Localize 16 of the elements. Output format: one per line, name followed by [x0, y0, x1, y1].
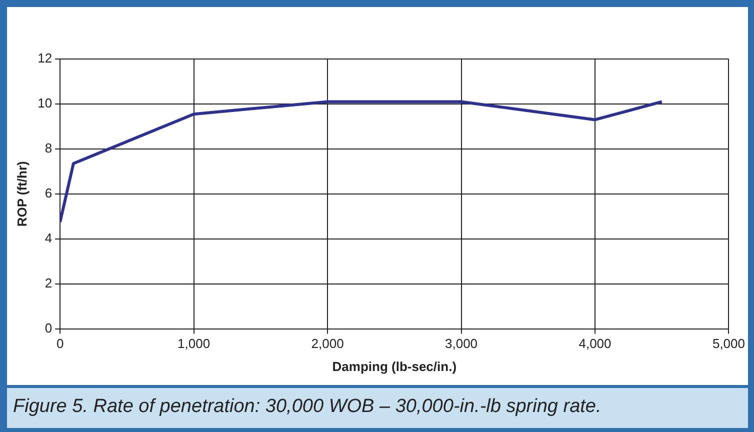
- caption: Figure 5. Rate of penetration: 30,000 WOB – 30,000-in.-lb spring rate.: [12, 395, 602, 418]
- x-tick-label: 0: [56, 336, 64, 352]
- y-tick-label: 6: [44, 185, 52, 200]
- y-axis-title: ROP (ft/hr): [14, 161, 30, 227]
- y-tick-label: 4: [44, 230, 52, 246]
- y-tick-label: 12: [38, 50, 52, 66]
- x-tick-label: 5,000: [712, 336, 746, 352]
- y-tick-label: 10: [38, 96, 52, 111]
- x-tick-label: 1,000: [178, 336, 210, 352]
- y-tick-label: 2: [44, 275, 52, 290]
- y-tick-label: 8: [44, 140, 52, 156]
- y-tick-label: 0: [44, 320, 52, 336]
- x-axis-title: Damping (lb-sec/in.): [332, 358, 457, 374]
- x-tick-label: 2,000: [311, 336, 344, 352]
- x-tick-label: 4,000: [578, 336, 612, 352]
- x-tick-label: 3,000: [444, 336, 478, 352]
